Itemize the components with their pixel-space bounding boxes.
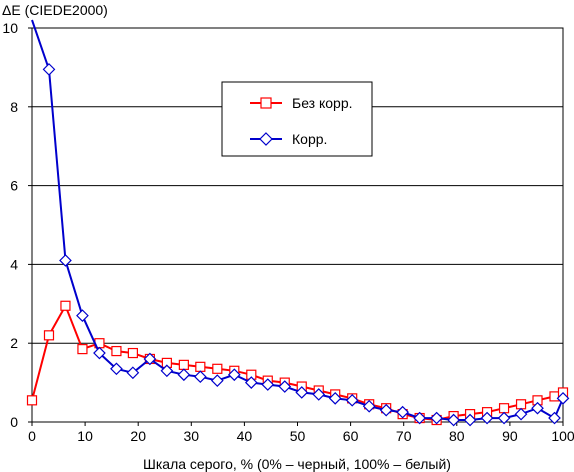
data-point <box>261 378 275 391</box>
x-tick-label: 50 <box>290 428 306 444</box>
x-tick-label: 80 <box>449 428 465 444</box>
data-point <box>556 392 570 405</box>
data-point <box>195 361 206 372</box>
data-point <box>328 392 342 405</box>
data-point <box>413 411 426 425</box>
data-point <box>430 411 443 425</box>
y-axis-title: ΔE (CIEDE2000) <box>2 2 108 18</box>
x-tick-label: 70 <box>396 428 412 444</box>
data-point <box>514 407 528 421</box>
data-point <box>110 362 123 376</box>
data-point <box>447 413 460 427</box>
legend: Без корр. Корр. <box>221 81 373 157</box>
data-point <box>193 370 207 384</box>
data-point <box>498 403 510 414</box>
data-point <box>212 363 223 374</box>
x-axis-title: Шкала серого, % (0% – черный, 100% – бел… <box>143 456 451 472</box>
y-tick-label: 0 <box>10 414 18 430</box>
legend-box <box>221 81 373 157</box>
data-point <box>463 413 477 427</box>
legend-label-bez-korr: Без корр. <box>292 95 353 111</box>
data-point <box>497 411 511 425</box>
data-point <box>76 309 89 322</box>
data-point <box>531 401 544 415</box>
series-bez-korr <box>26 300 569 426</box>
y-tick-label: 8 <box>10 99 18 115</box>
legend-marker-korr <box>259 132 273 146</box>
y-tick-label: 10 <box>2 20 18 36</box>
data-point <box>26 395 38 406</box>
series-line <box>31 303 564 422</box>
x-tick-label: 40 <box>237 428 253 444</box>
x-tick-label: 0 <box>28 428 36 444</box>
x-tick-label: 30 <box>184 428 200 444</box>
data-point <box>548 411 561 425</box>
x-tick-label: 100 <box>551 428 574 444</box>
x-tick-label: 60 <box>343 428 359 444</box>
data-point <box>379 403 393 417</box>
x-tick-label: 10 <box>77 428 93 444</box>
data-point <box>126 366 140 380</box>
x-tick-label: 20 <box>130 428 146 444</box>
data-point <box>177 368 191 382</box>
data-point <box>93 346 106 360</box>
x-axis: 0 10 20 30 40 50 60 70 80 90 100 <box>28 422 574 444</box>
y-axis: 0 2 4 6 8 10 <box>2 20 32 430</box>
data-point <box>59 254 72 267</box>
data-point <box>295 386 309 399</box>
data-point <box>143 352 157 366</box>
data-point <box>549 391 560 402</box>
data-point <box>60 300 71 311</box>
data-point <box>480 411 494 425</box>
data-point <box>127 347 138 359</box>
data-point <box>42 63 56 76</box>
data-point <box>345 393 359 407</box>
series-line <box>31 19 564 421</box>
data-point <box>160 364 174 378</box>
data-point <box>178 359 189 370</box>
data-point <box>111 345 122 357</box>
data-point <box>362 399 376 413</box>
data-point <box>77 344 88 355</box>
data-point <box>312 388 326 401</box>
legend-marker-bez-korr <box>260 97 272 109</box>
data-point <box>244 376 258 389</box>
data-point <box>515 399 527 410</box>
data-point <box>278 380 292 393</box>
data-point <box>227 368 241 382</box>
data-point <box>210 374 224 387</box>
y-tick-label: 6 <box>10 178 18 194</box>
y-tick-label: 2 <box>10 335 18 351</box>
series <box>26 19 570 427</box>
series-korr <box>31 19 570 427</box>
x-tick-label: 90 <box>502 428 518 444</box>
data-point <box>43 330 55 341</box>
data-point <box>396 405 409 419</box>
y-tick-label: 4 <box>10 256 18 272</box>
legend-label-korr: Корр. <box>292 131 327 147</box>
